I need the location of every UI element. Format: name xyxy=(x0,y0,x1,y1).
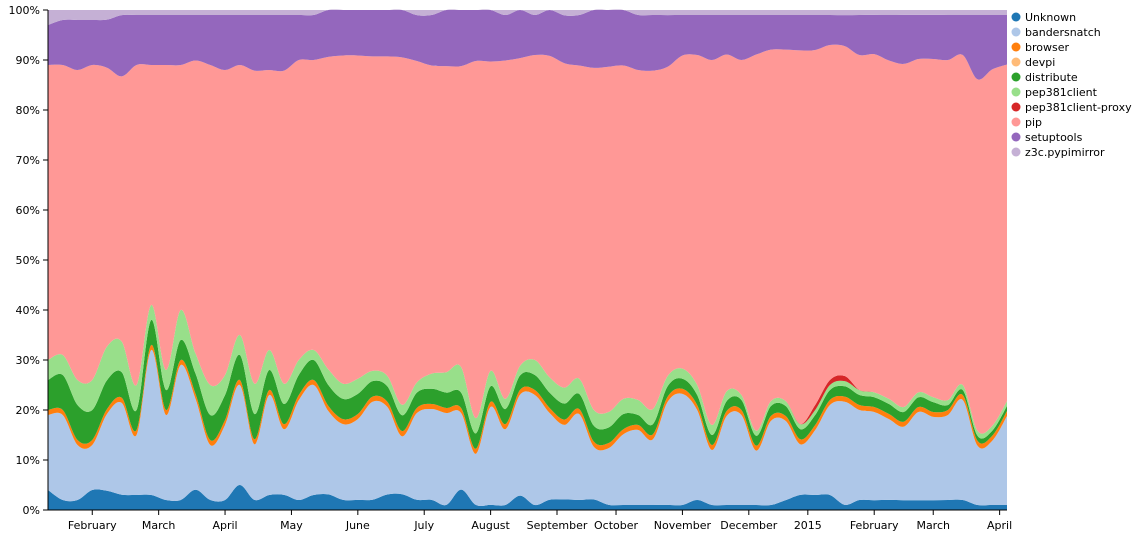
legend-swatch-pep381client xyxy=(1011,87,1021,97)
x-tick-label: October xyxy=(594,519,638,532)
x-axis: February March April May June July August Septe… xyxy=(48,509,1012,532)
legend-swatch-pip xyxy=(1011,117,1021,127)
x-tick-label: April xyxy=(987,519,1012,532)
legend-swatch-pep381client-proxy xyxy=(1011,102,1021,112)
area-series-z3c-pypimirror xyxy=(48,9,1007,25)
legend-label-bandersnatch: bandersnatch xyxy=(1025,26,1101,39)
legend-swatch-browser xyxy=(1011,42,1021,52)
y-tick-label: 60% xyxy=(16,204,40,217)
x-tick-label: 2015 xyxy=(794,519,822,532)
legend-swatch-setuptools xyxy=(1011,132,1021,142)
y-tick-label: 100% xyxy=(9,4,40,17)
y-tick-label: 50% xyxy=(16,254,40,267)
legend-swatch-distribute xyxy=(1011,72,1021,82)
y-tick-label: 40% xyxy=(16,304,40,317)
legend-swatch-z3c-pypimirror xyxy=(1011,147,1021,157)
x-tick-label: March xyxy=(142,519,176,532)
legend: Unknown bandersnatch browser devpi distribut… xyxy=(1011,11,1132,159)
y-tick-label: 30% xyxy=(16,354,40,367)
y-tick-label: 10% xyxy=(16,454,40,467)
legend-label-pep381client-proxy: pep381client-proxy xyxy=(1025,101,1132,114)
y-tick-label: 0% xyxy=(23,504,40,517)
legend-label-devpi: devpi xyxy=(1025,56,1055,69)
y-tick-label: 80% xyxy=(16,104,40,117)
x-tick-label: December xyxy=(720,519,778,532)
legend-swatch-devpi xyxy=(1011,57,1021,67)
area-series-pip xyxy=(48,44,1007,434)
legend-swatch-unknown xyxy=(1011,12,1021,22)
area-series-browser xyxy=(48,344,1007,454)
x-tick-label: September xyxy=(527,519,588,532)
legend-label-distribute: distribute xyxy=(1025,71,1078,84)
area-series-setuptools xyxy=(48,9,1007,80)
x-tick-label: April xyxy=(212,519,237,532)
y-tick-label: 20% xyxy=(16,404,40,417)
area-layers xyxy=(48,9,1007,510)
legend-label-z3c-pypimirror: z3c.pypimirror xyxy=(1025,146,1105,159)
area-series-unknown xyxy=(48,484,1007,510)
legend-label-unknown: Unknown xyxy=(1025,11,1076,24)
legend-label-pep381client: pep381client xyxy=(1025,86,1098,99)
legend-label-setuptools: setuptools xyxy=(1025,131,1083,144)
area-series-distribute xyxy=(48,319,1007,449)
x-tick-label: July xyxy=(413,519,434,532)
y-tick-label: 70% xyxy=(16,154,40,167)
x-tick-label: June xyxy=(345,519,370,532)
legend-swatch-bandersnatch xyxy=(1011,27,1021,37)
area-series-pep381client xyxy=(48,304,1007,439)
legend-label-browser: browser xyxy=(1025,41,1069,54)
y-tick-label: 90% xyxy=(16,54,40,67)
x-tick-label: November xyxy=(654,519,712,532)
x-tick-label: February xyxy=(850,519,899,532)
area-series-bandersnatch xyxy=(48,349,1007,507)
y-axis: 0% 10% 20% 30% 40% 50% 60% 70% 80% 90% 100% xyxy=(9,4,49,517)
x-tick-label: February xyxy=(68,519,117,532)
x-tick-label: August xyxy=(471,519,510,532)
legend-label-pip: pip xyxy=(1025,116,1042,129)
x-tick-label: March xyxy=(916,519,950,532)
x-tick-label: May xyxy=(280,519,303,532)
